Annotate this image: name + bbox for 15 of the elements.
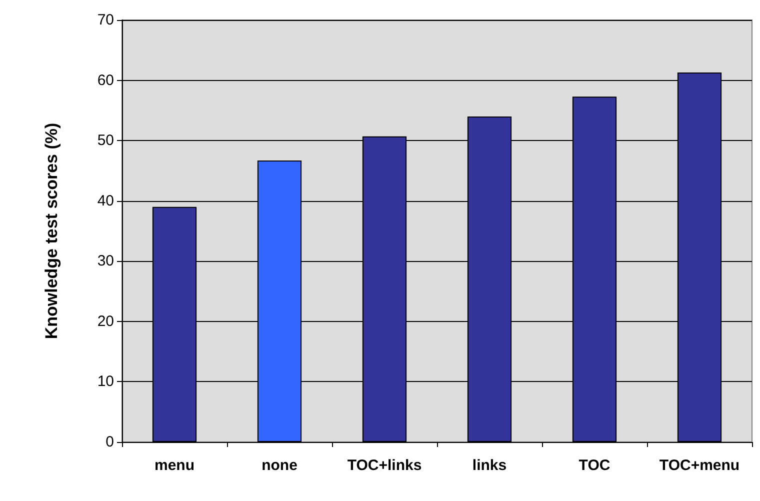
y-tick-label: 30	[97, 252, 114, 270]
x-tick-label: TOC+menu	[659, 457, 740, 474]
x-tick-label: menu	[154, 457, 195, 474]
x-tick-label: none	[262, 457, 298, 474]
y-tick-label: 10	[97, 373, 114, 390]
x-tick-label: TOC+links	[347, 457, 422, 474]
y-tick-label: 20	[97, 312, 114, 330]
y-axis-title: Knowledge test scores (%)	[42, 122, 61, 340]
y-tick-label: 0	[106, 434, 114, 450]
y-tick-label: 40	[97, 192, 114, 210]
y-tick-label: 50	[97, 132, 114, 150]
x-tick-label: TOC	[578, 457, 610, 474]
y-tick-label: 60	[97, 72, 114, 89]
y-tick-label: 70	[97, 12, 114, 28]
x-tick-label: links	[472, 457, 507, 474]
